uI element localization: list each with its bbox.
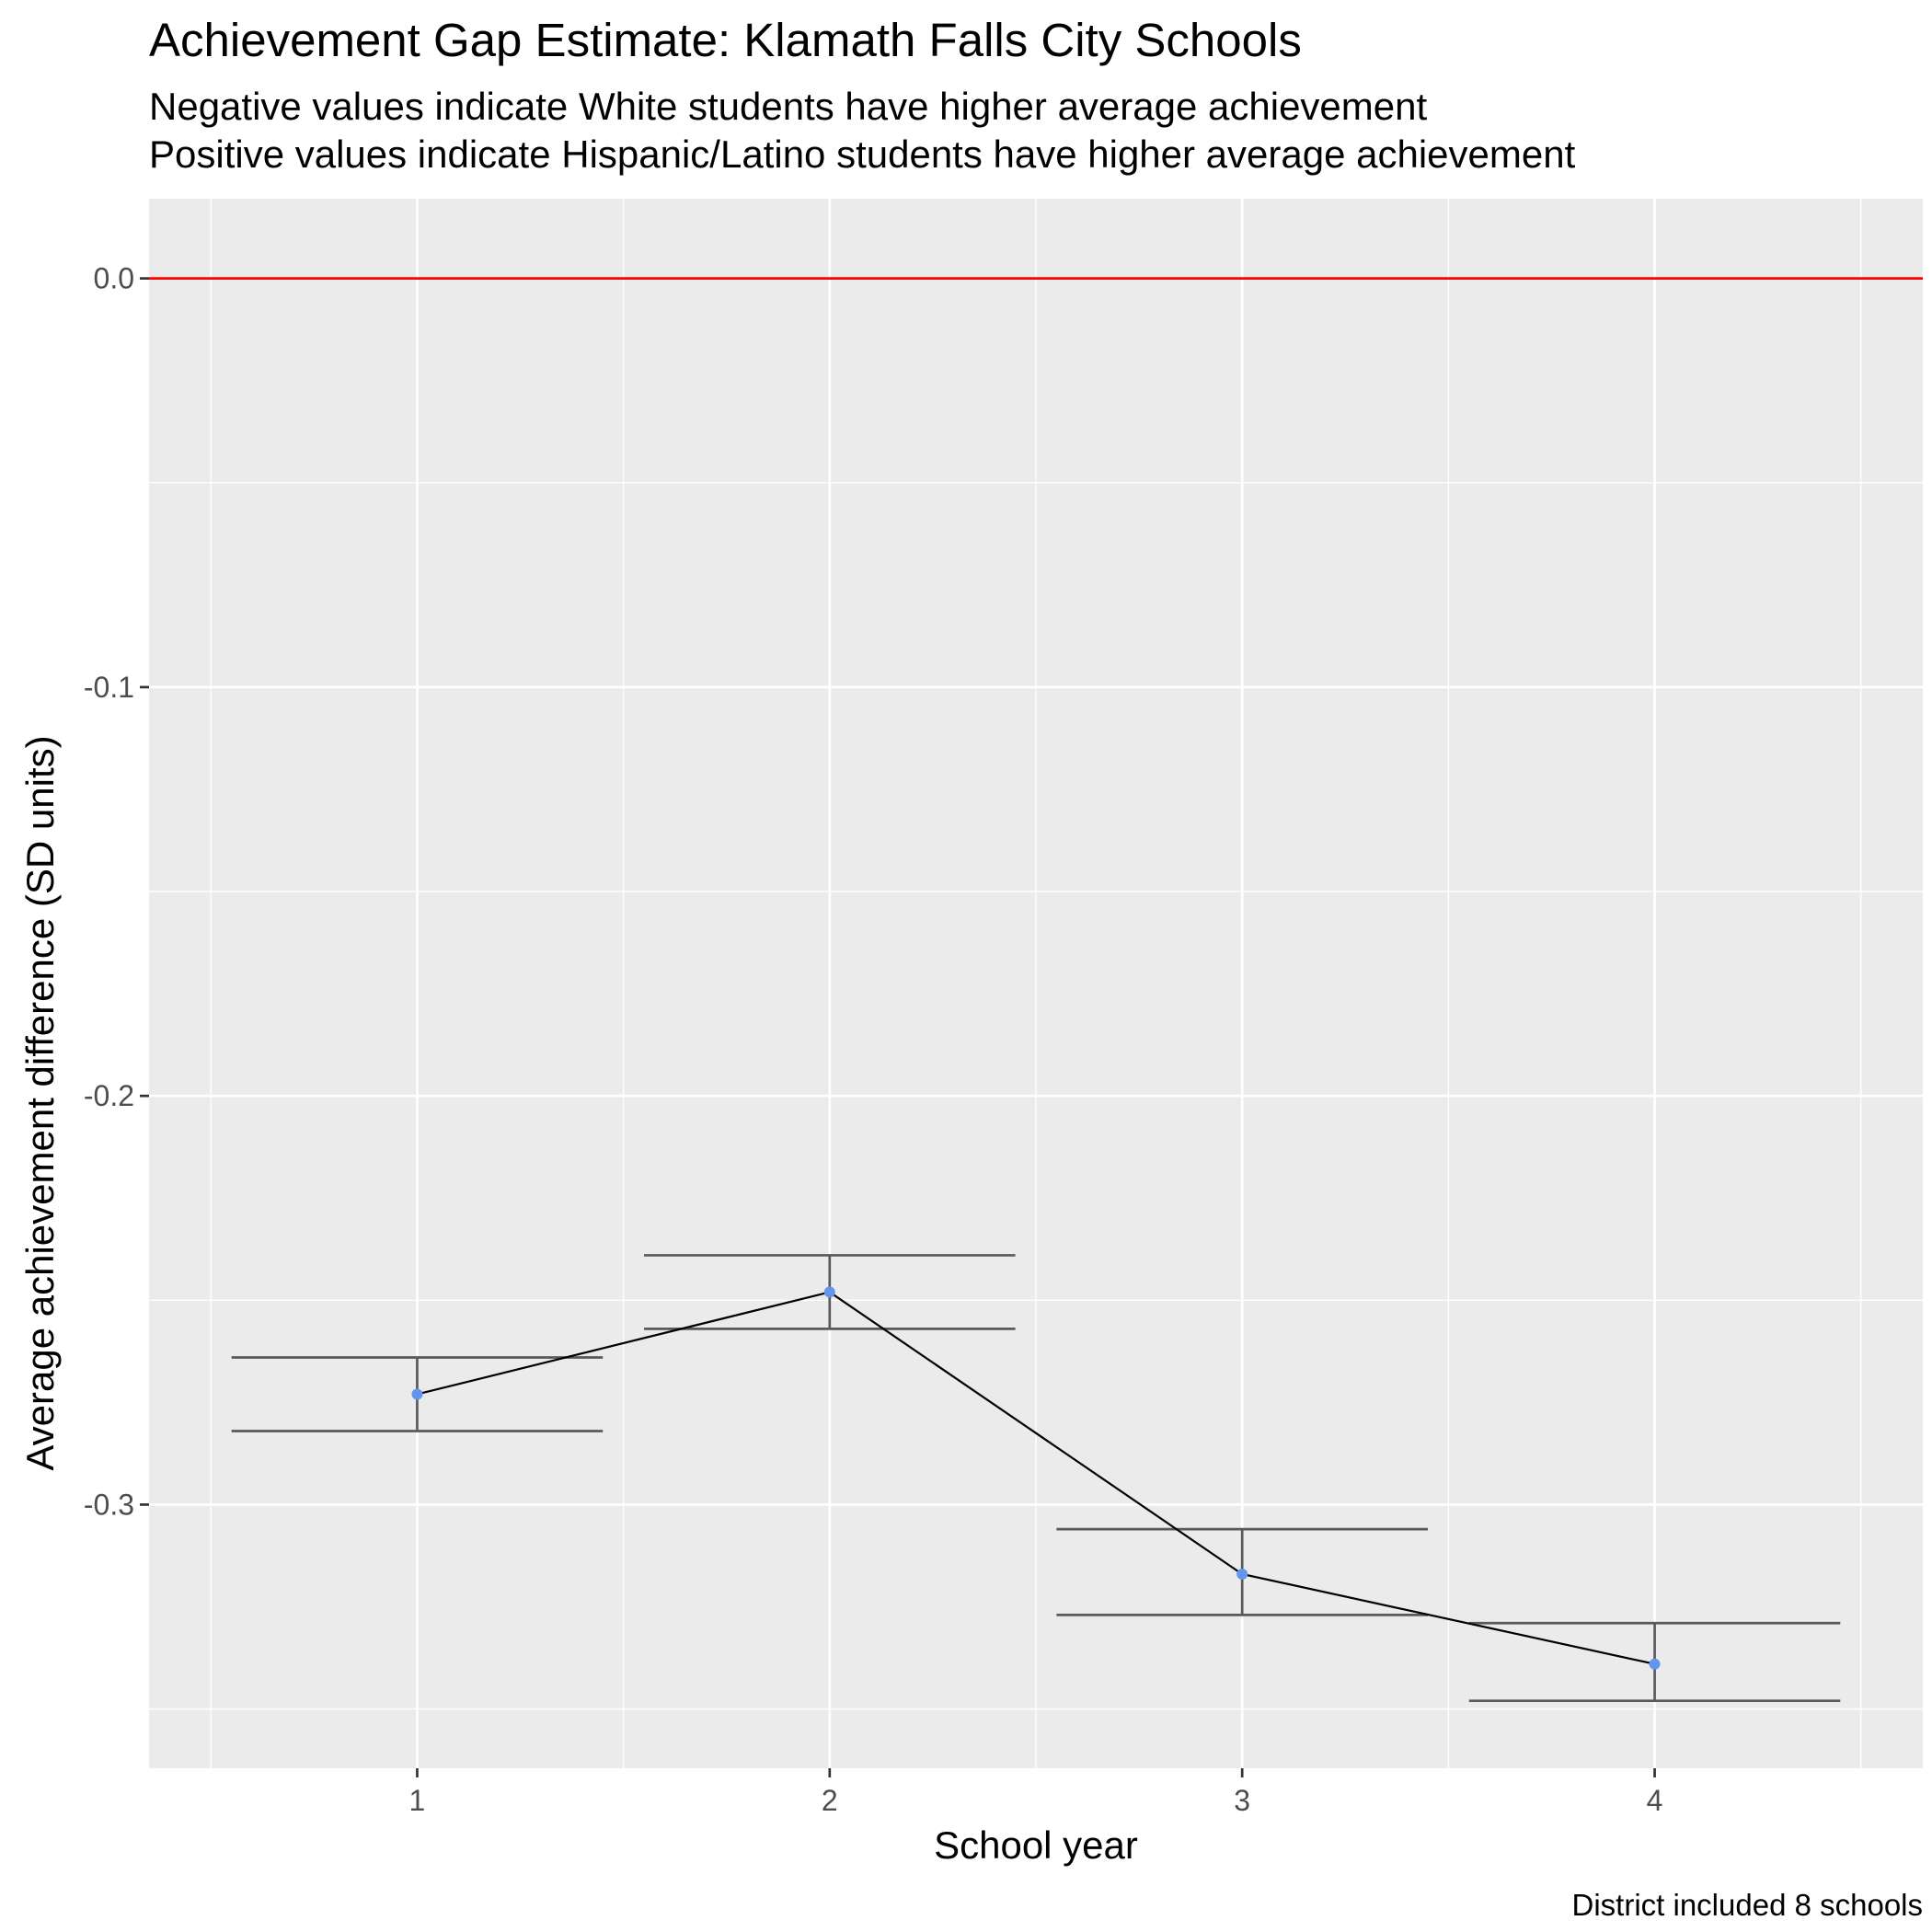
y-tick-label: -0.2 [84, 1079, 134, 1112]
data-point [823, 1286, 835, 1298]
chart-subtitle-line-1: Negative values indicate White students … [149, 85, 1428, 128]
chart-caption: District included 8 schools [1571, 1888, 1924, 1922]
y-tick-label: 0.0 [94, 262, 134, 295]
major-gridlines [149, 199, 1923, 1768]
y-axis-label: Average achievement difference (SD units… [18, 735, 62, 1470]
data-points [411, 1286, 1661, 1670]
chart-title: Achievement Gap Estimate: Klamath Falls … [149, 14, 1302, 66]
minor-gridlines [149, 199, 1923, 1768]
data-point [1649, 1658, 1661, 1670]
y-axis-ticks: 0.0 -0.1 -0.2 -0.3 [84, 262, 149, 1521]
x-axis-label: School year [934, 1823, 1138, 1867]
x-tick-label: 2 [822, 1784, 838, 1817]
x-tick-label: 3 [1234, 1784, 1250, 1817]
data-point [411, 1388, 423, 1400]
x-tick-label: 4 [1647, 1784, 1663, 1817]
series-line [417, 1291, 1655, 1665]
x-axis-ticks: 1 2 3 4 [409, 1768, 1663, 1817]
chart-subtitle-line-2: Positive values indicate Hispanic/Latino… [149, 132, 1576, 176]
y-tick-label: -0.1 [84, 671, 134, 704]
y-tick-label: -0.3 [84, 1488, 134, 1521]
x-tick-label: 1 [409, 1784, 426, 1817]
data-point [1236, 1568, 1248, 1580]
